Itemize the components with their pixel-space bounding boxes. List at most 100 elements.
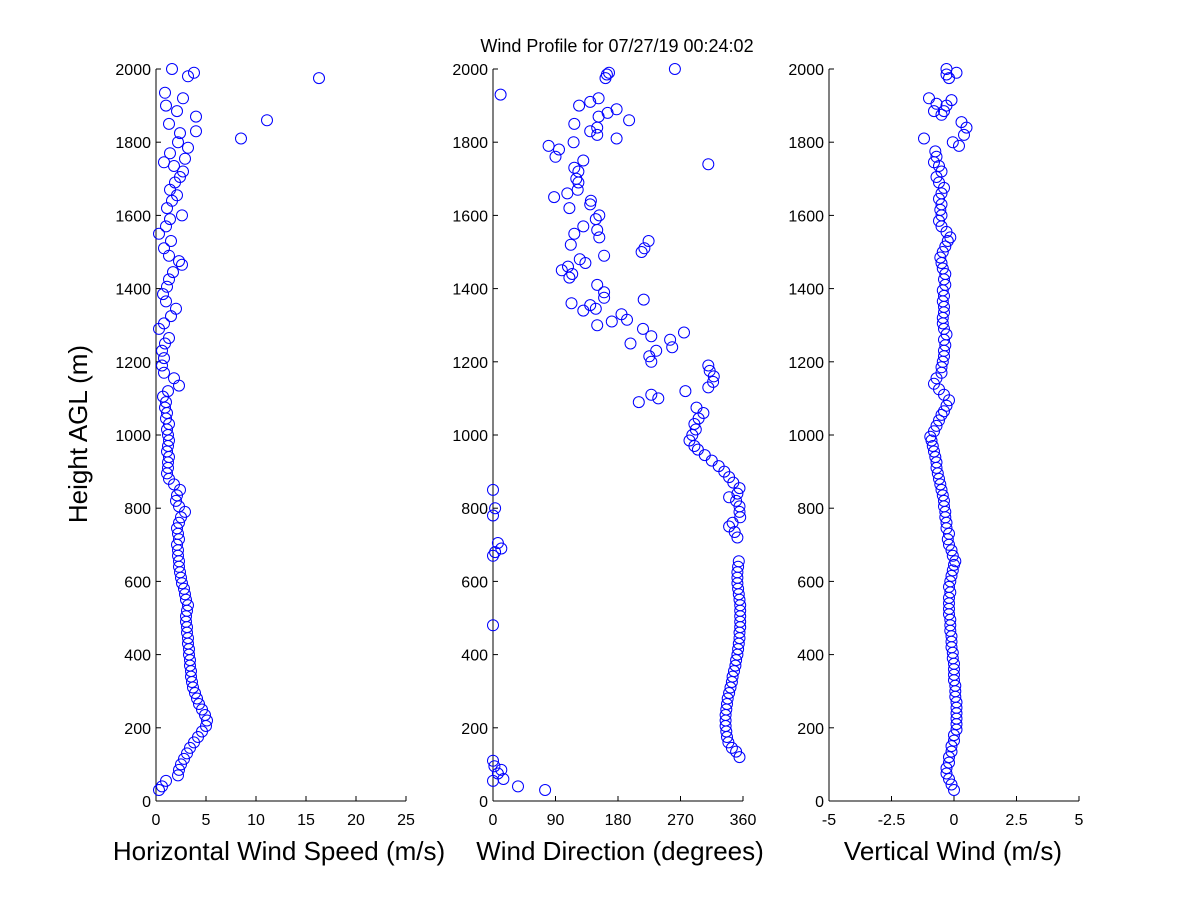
speed-data-point xyxy=(182,599,194,612)
vertical-data-point xyxy=(943,580,955,593)
vertical-y-tick-label: 1000 xyxy=(788,428,824,445)
vertical-x-tick-label: -2.5 xyxy=(878,812,906,829)
vertical-data-point xyxy=(945,740,958,753)
vertical-data-point xyxy=(940,63,953,75)
vertical-data-point xyxy=(933,472,945,485)
vertical-data-point xyxy=(936,246,949,258)
panel-vertical: 0 200 400 600 800 1000 1200 1400 1600 1800 2000 -5 -… xyxy=(788,62,1083,866)
direction-x-tick-label: 270 xyxy=(667,812,694,829)
direction-x-axis-label: Wind Direction (degrees) xyxy=(476,836,764,866)
direction-y-tick-label: 2000 xyxy=(452,62,488,79)
speed-data-point xyxy=(199,709,211,721)
vertical-data-point xyxy=(933,414,945,427)
speed-data-point xyxy=(168,372,180,385)
direction-data-point xyxy=(563,202,576,215)
speed-data-point xyxy=(190,125,202,138)
speed-y-tick-label: 800 xyxy=(124,501,151,518)
speed-data-point xyxy=(178,752,190,765)
speed-data-point xyxy=(177,165,189,178)
speed-data-point xyxy=(174,127,186,140)
direction-y-tick-label: 1800 xyxy=(452,135,488,152)
vertical-y-tick-label: 1800 xyxy=(788,135,824,152)
vertical-data-point xyxy=(944,575,957,588)
vertical-data-point xyxy=(918,132,930,145)
vertical-y-tick-label: 0 xyxy=(815,794,824,811)
speed-data-point xyxy=(176,258,188,271)
direction-data-point xyxy=(703,364,716,377)
direction-data-point xyxy=(668,63,681,75)
direction-y-tick-label: 200 xyxy=(461,721,488,738)
direction-data-point xyxy=(726,670,739,683)
direction-data-point xyxy=(683,434,696,447)
speed-data-point xyxy=(153,784,165,796)
direction-data-point xyxy=(593,209,606,222)
direction-y-tick-label: 1600 xyxy=(452,208,488,225)
direction-data-point xyxy=(562,260,574,273)
direction-data-point xyxy=(730,494,743,507)
direction-data-point xyxy=(645,330,658,343)
vertical-y-tick-label: 2000 xyxy=(788,62,824,79)
speed-data-point xyxy=(163,117,175,130)
direction-data-point xyxy=(568,161,581,174)
speed-y-tick-label: 1600 xyxy=(115,208,151,225)
speed-y-tick-label: 1000 xyxy=(115,428,151,445)
direction-data-point xyxy=(565,297,578,310)
vertical-data-point xyxy=(946,564,959,577)
speed-x-tick-label: 15 xyxy=(297,812,315,829)
speed-data-point xyxy=(173,255,185,268)
direction-data-point xyxy=(732,560,745,573)
vertical-data-point xyxy=(934,251,947,264)
vertical-data-point xyxy=(940,762,953,775)
direction-x-tick-label: 90 xyxy=(547,812,565,829)
speed-data-point xyxy=(160,774,172,787)
vertical-x-tick-label: -5 xyxy=(822,812,836,829)
speed-data-point xyxy=(172,769,184,782)
vertical-data-point xyxy=(948,734,960,747)
direction-data-point xyxy=(542,139,555,152)
speed-y-tick-label: 1800 xyxy=(115,135,151,152)
direction-data-point xyxy=(494,88,507,101)
speed-data-point xyxy=(167,266,179,279)
direction-data-point xyxy=(598,291,611,304)
y-axis-label: Height AGL (m) xyxy=(63,345,93,523)
direction-data-point xyxy=(491,537,504,549)
vertical-data-point xyxy=(941,235,954,247)
vertical-data-point xyxy=(955,116,968,129)
vertical-data-point xyxy=(940,328,953,341)
speed-data-point xyxy=(235,132,247,145)
speed-data-point xyxy=(173,516,185,529)
direction-data-point xyxy=(549,150,562,163)
vertical-data-point xyxy=(949,555,962,568)
direction-data-point xyxy=(488,760,501,773)
direction-data-point xyxy=(731,487,744,500)
direction-data-point xyxy=(568,227,581,240)
vertical-data-point xyxy=(936,489,949,502)
vertical-x-tick-label: 2.5 xyxy=(1005,812,1027,829)
direction-y-tick-label: 0 xyxy=(479,794,488,811)
direction-y-tick-label: 600 xyxy=(461,574,488,591)
direction-data-point xyxy=(561,187,574,200)
speed-data-point xyxy=(179,152,191,165)
direction-data-point xyxy=(539,784,552,796)
direction-data-point xyxy=(592,92,605,105)
direction-data-point xyxy=(487,483,499,496)
direction-data-point xyxy=(678,326,690,339)
vertical-data-point xyxy=(929,451,942,463)
speed-y-tick-label: 2000 xyxy=(115,62,151,79)
vertical-data-point xyxy=(939,240,952,253)
direction-data-point xyxy=(489,502,502,515)
direction-data-point xyxy=(598,286,611,299)
direction-data-point xyxy=(623,114,636,127)
direction-data-point xyxy=(555,264,568,277)
vertical-y-tick-label: 1600 xyxy=(788,208,824,225)
vertical-data-point xyxy=(945,94,958,107)
vertical-data-point xyxy=(930,150,943,163)
speed-data-point xyxy=(170,494,182,507)
vertical-y-tick-label: 1200 xyxy=(788,355,824,372)
vertical-y-tick-label: 1400 xyxy=(788,282,824,299)
direction-data-point xyxy=(584,299,597,312)
vertical-data-point xyxy=(943,756,955,769)
direction-data-point xyxy=(566,268,579,280)
speed-y-tick-label: 1400 xyxy=(115,282,151,299)
